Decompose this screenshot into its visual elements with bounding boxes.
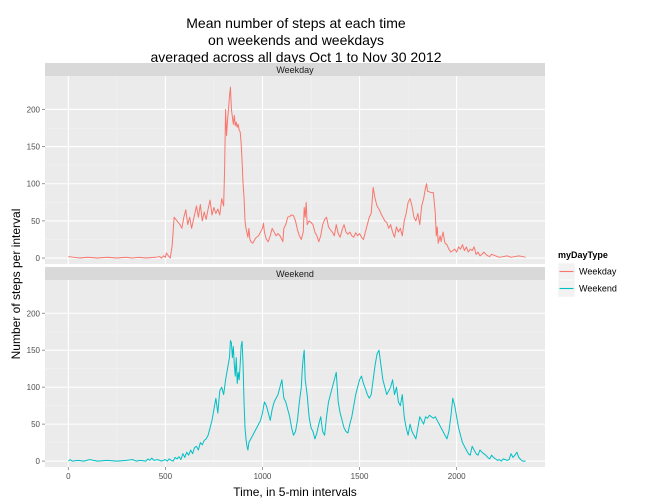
legend: myDayType Weekday Weekend [557, 250, 617, 298]
y-tick-label: 200 [27, 309, 41, 318]
y-tick-label: 100 [27, 180, 41, 189]
legend-item-weekday: Weekday [557, 262, 617, 281]
chart-title-line-1: Mean number of steps at each time [186, 15, 406, 31]
chart-title: Mean number of steps at each time on wee… [150, 15, 441, 65]
legend-item-weekend: Weekend [557, 279, 617, 298]
y-tick-label: 0 [36, 457, 41, 466]
panel-weekend: Weekend 0 50 100 150 200 [27, 267, 545, 467]
x-axis: 0 500 1000 1500 2000 [66, 467, 466, 481]
y-axis-label: Number of steps per interval [9, 209, 23, 360]
y-tick-label: 150 [27, 346, 41, 355]
legend-items: Weekday Weekend [557, 262, 617, 298]
y-tick-label: 100 [27, 383, 41, 392]
y-tick-label: 50 [31, 420, 40, 429]
chart-title-line-3: averaged across all days Oct 1 to Nov 30… [150, 49, 441, 65]
x-tick-label: 1000 [254, 472, 272, 481]
panel-background [45, 76, 545, 264]
y-tick-label: 0 [36, 254, 41, 263]
x-tick-label: 500 [159, 472, 173, 481]
facet-strip [45, 63, 545, 76]
facet-strip-label: Weekday [276, 65, 314, 75]
x-tick-label: 1500 [351, 472, 369, 481]
series-line-weekday [68, 86, 526, 259]
chart-title-line-2: on weekends and weekdays [208, 32, 384, 48]
legend-title: myDayType [558, 250, 608, 260]
x-tick-label: 0 [66, 472, 71, 481]
x-tick-label: 2000 [448, 472, 466, 481]
x-axis-label: Time, in 5-min intervals [233, 485, 357, 499]
y-tick-label: 150 [27, 143, 41, 152]
panel-background [45, 280, 545, 467]
y-tick-label: 200 [27, 105, 41, 114]
facet-strip [45, 267, 545, 280]
facet-panels: Weekday 0 50 100 150 200 Weekend 0 50 100 150 200 [27, 63, 545, 467]
panel-weekday: Weekday 0 50 100 150 200 [27, 63, 545, 264]
series-line-weekend [67, 340, 526, 462]
y-tick-label: 50 [31, 217, 40, 226]
legend-item-label: Weekend [579, 284, 617, 294]
facet-strip-label: Weekend [276, 269, 314, 279]
legend-item-label: Weekday [579, 267, 617, 277]
